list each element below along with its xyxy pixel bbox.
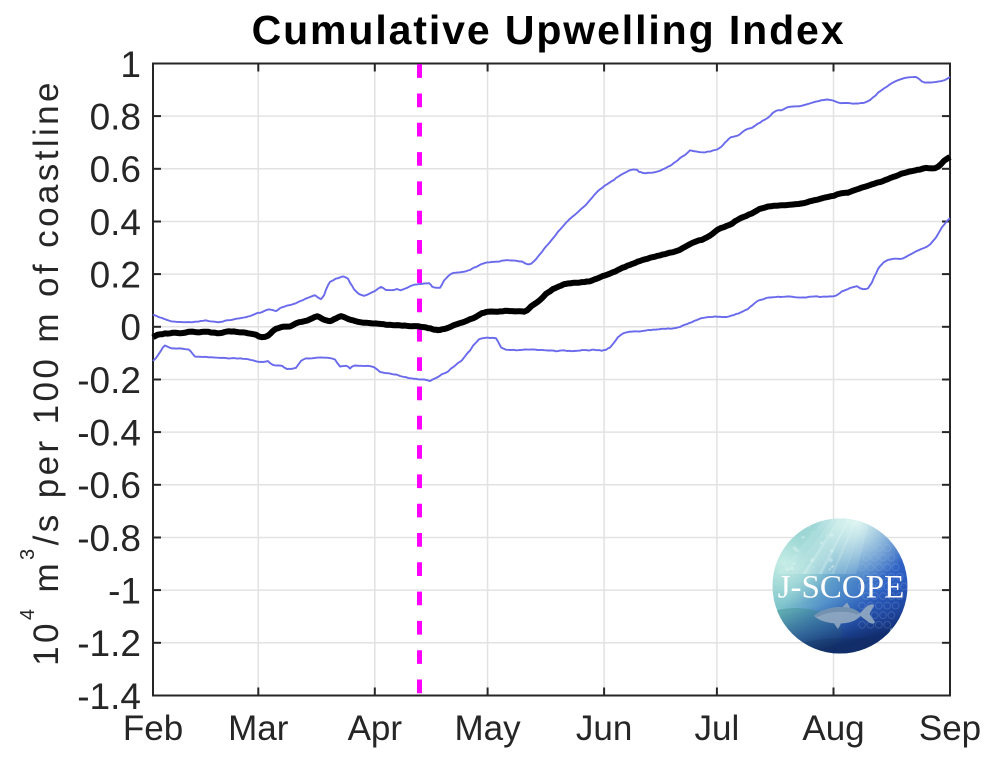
svg-text:Aug: Aug (802, 709, 864, 748)
svg-text:Sep: Sep (919, 709, 981, 748)
svg-text:Jun: Jun (576, 709, 632, 748)
svg-text:J-SCOPE: J-SCOPE (778, 570, 905, 606)
svg-text:Feb: Feb (123, 709, 183, 748)
svg-text:-1.4: -1.4 (77, 676, 141, 717)
svg-text:May: May (455, 709, 522, 748)
svg-text:0.6: 0.6 (90, 149, 141, 190)
svg-text:-0.6: -0.6 (77, 465, 141, 506)
svg-text:0: 0 (120, 307, 141, 348)
svg-text:Apr: Apr (348, 709, 403, 748)
svg-text:-0.2: -0.2 (77, 360, 141, 401)
svg-text:0.2: 0.2 (90, 254, 141, 295)
svg-text:Mar: Mar (228, 709, 289, 748)
svg-text:-0.4: -0.4 (77, 412, 141, 453)
svg-text:1: 1 (120, 44, 141, 85)
svg-text:Jul: Jul (695, 709, 740, 748)
svg-text:-0.8: -0.8 (77, 518, 141, 559)
svg-text:0.4: 0.4 (90, 202, 141, 243)
svg-text:-1: -1 (108, 570, 141, 611)
svg-text:0.8: 0.8 (90, 96, 141, 137)
svg-text:Cumulative Upwelling Index: Cumulative Upwelling Index (252, 7, 846, 53)
svg-text:-1.2: -1.2 (77, 623, 141, 664)
